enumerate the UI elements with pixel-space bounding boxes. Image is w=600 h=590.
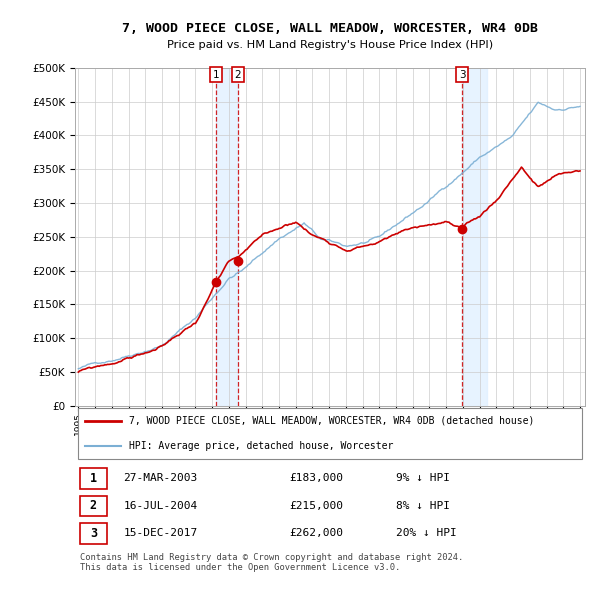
FancyBboxPatch shape bbox=[80, 496, 107, 516]
Text: Contains HM Land Registry data © Crown copyright and database right 2024.
This d: Contains HM Land Registry data © Crown c… bbox=[80, 553, 463, 572]
Text: 20% ↓ HPI: 20% ↓ HPI bbox=[397, 529, 457, 539]
Bar bbox=[462, 68, 487, 406]
Text: 8% ↓ HPI: 8% ↓ HPI bbox=[397, 501, 450, 511]
Text: 7, WOOD PIECE CLOSE, WALL MEADOW, WORCESTER, WR4 0DB: 7, WOOD PIECE CLOSE, WALL MEADOW, WORCES… bbox=[122, 22, 538, 35]
Text: 2: 2 bbox=[235, 70, 241, 80]
FancyBboxPatch shape bbox=[80, 468, 107, 489]
FancyBboxPatch shape bbox=[77, 408, 583, 459]
Text: 1: 1 bbox=[212, 70, 219, 80]
Text: 16-JUL-2004: 16-JUL-2004 bbox=[124, 501, 198, 511]
Text: 27-MAR-2003: 27-MAR-2003 bbox=[124, 473, 198, 483]
Text: 2: 2 bbox=[90, 499, 97, 513]
FancyBboxPatch shape bbox=[80, 523, 107, 544]
Text: 15-DEC-2017: 15-DEC-2017 bbox=[124, 529, 198, 539]
Text: HPI: Average price, detached house, Worcester: HPI: Average price, detached house, Worc… bbox=[128, 441, 393, 451]
Text: 3: 3 bbox=[459, 70, 466, 80]
Text: 7, WOOD PIECE CLOSE, WALL MEADOW, WORCESTER, WR4 0DB (detached house): 7, WOOD PIECE CLOSE, WALL MEADOW, WORCES… bbox=[128, 416, 534, 426]
Text: 9% ↓ HPI: 9% ↓ HPI bbox=[397, 473, 450, 483]
Text: 3: 3 bbox=[90, 527, 97, 540]
Text: £215,000: £215,000 bbox=[289, 501, 343, 511]
Text: £183,000: £183,000 bbox=[289, 473, 343, 483]
Text: Price paid vs. HM Land Registry's House Price Index (HPI): Price paid vs. HM Land Registry's House … bbox=[167, 40, 493, 50]
Text: 1: 1 bbox=[90, 472, 97, 485]
Text: £262,000: £262,000 bbox=[289, 529, 343, 539]
Bar bbox=[216, 68, 238, 406]
